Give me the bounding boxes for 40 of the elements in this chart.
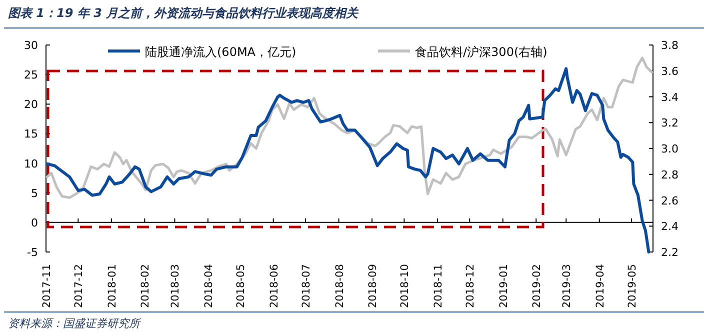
x-tick-label: 2018-05: [235, 264, 248, 308]
legend-label: 食品饮料/沪深300(右轴): [415, 45, 548, 59]
x-tick-label: 2018-06: [268, 264, 280, 308]
x-tick-label: 2018-12: [464, 264, 477, 308]
y2-tick-label: 2.4: [661, 220, 678, 234]
y2-tick-label: 3.2: [661, 116, 678, 130]
y2-tick-label: 2.6: [661, 194, 678, 208]
x-tick-label: 2017-12: [73, 264, 86, 308]
y2-tick-label: 2.2: [661, 246, 678, 259]
x-tick-label: 2018-11: [432, 264, 444, 308]
y-tick-label: -5: [27, 246, 38, 259]
x-tick-label: 2018-03: [170, 264, 182, 308]
x-tick-label: 2018-08: [334, 264, 346, 308]
x-tick-label: 2018-02: [140, 264, 152, 308]
x-tick-label: 2018-04: [202, 264, 215, 308]
x-tick-label: 2019-05: [626, 264, 639, 308]
y2-tick-label: 3.6: [661, 64, 678, 78]
y-tick-label: 20: [24, 98, 38, 112]
y2-tick-label: 3.0: [661, 142, 678, 156]
legend-label: 陆股通净流入(60MA，亿元): [145, 45, 296, 59]
y2-tick-label: 3.8: [661, 39, 678, 52]
x-tick-label: 2019-01: [498, 264, 510, 308]
chart-title: 图表 1：19 年 3 月之前，外资流动与食品饮料行业表现高度相关: [8, 6, 360, 20]
x-tick-label: 2018-09: [367, 264, 380, 308]
y-tick-label: 25: [24, 68, 38, 82]
y-tick-label: 5: [31, 186, 38, 200]
y-tick-label: 15: [24, 128, 38, 141]
x-tick-label: 2018-10: [399, 264, 412, 308]
x-tick-label: 2017-11: [41, 264, 53, 308]
y-tick-label: 10: [24, 157, 38, 170]
x-tick-label: 2019-04: [594, 264, 606, 308]
y2-tick-label: 2.8: [661, 168, 678, 182]
y-tick-label: 0: [31, 216, 38, 230]
x-tick-label: 2018-01: [106, 264, 118, 308]
x-tick-label: 2019-02: [531, 264, 544, 308]
x-tick-label: 2019-03: [561, 264, 574, 308]
text: 资料来源：国盛证券研究所: [8, 317, 142, 330]
x-tick-label: 2018-07: [300, 264, 313, 308]
y-tick-label: 30: [24, 39, 38, 52]
y2-tick-label: 3.4: [661, 90, 678, 104]
